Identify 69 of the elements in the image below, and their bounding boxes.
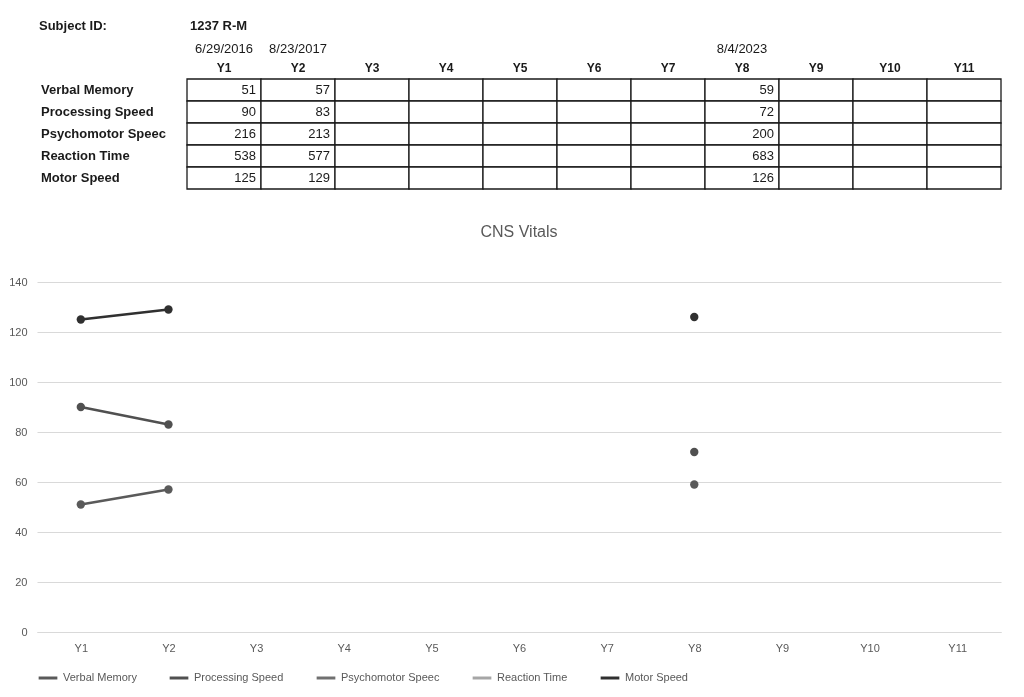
- point: [76, 500, 85, 509]
- point: [690, 480, 699, 489]
- y-tick-label: Verbal Memory: [41, 82, 135, 97]
- x-tick-label: Y7: [660, 61, 676, 75]
- y-tick-label: 120: [9, 325, 28, 338]
- y-tick-label: 100: [9, 375, 28, 388]
- x-tick-label: Y3: [364, 61, 380, 75]
- point: [164, 485, 173, 494]
- point: [164, 420, 173, 429]
- x-tick-label: Y2: [290, 61, 306, 75]
- legend-label: Psychomotor Speec: [341, 671, 440, 683]
- data-label: 216: [234, 126, 256, 141]
- data-label: 125: [234, 170, 256, 185]
- x-tick-label: Y8: [734, 61, 750, 75]
- text: 8/23/2017: [269, 41, 327, 56]
- data-label: 90: [241, 104, 256, 119]
- x-tick-label: Y1: [74, 641, 89, 654]
- x-tick-label: Y4: [438, 61, 454, 75]
- y-tick-label: 40: [15, 525, 28, 538]
- data-label: 59: [759, 82, 774, 97]
- chart-title: CNS Vitals: [480, 223, 558, 240]
- x-tick-label: Y11: [948, 641, 968, 654]
- y-tick-label: 60: [15, 475, 28, 488]
- data-label: 200: [752, 126, 774, 141]
- y-tick-label: Reaction Time: [41, 148, 130, 163]
- legend-label: Motor Speed: [625, 671, 688, 683]
- text: 1237 R-M: [190, 18, 248, 33]
- data-label: 538: [234, 148, 256, 163]
- x-tick-label: Y10: [879, 61, 901, 75]
- text: 6/29/2016: [195, 41, 253, 56]
- data-label: 683: [752, 148, 774, 163]
- x-tick-label: Y10: [860, 641, 880, 654]
- text: Subject ID:: [39, 18, 107, 33]
- point: [690, 312, 699, 322]
- point: [164, 305, 173, 314]
- point: [690, 447, 699, 457]
- x-tick-label: Y6: [512, 641, 527, 654]
- legend-label: Processing Speed: [194, 671, 284, 683]
- data-label: 57: [315, 82, 330, 97]
- data-label: 83: [315, 104, 330, 119]
- x-tick-label: Y7: [600, 641, 614, 654]
- x-tick-label: Y5: [512, 61, 528, 75]
- data-label: 213: [308, 126, 330, 141]
- x-tick-label: Y9: [775, 641, 790, 654]
- x-tick-label: Y5: [425, 641, 439, 654]
- data-label: 72: [759, 104, 774, 119]
- y-tick-label: Processing Speed: [41, 104, 154, 119]
- y-tick-label: 0: [21, 625, 28, 638]
- y-tick-label: 80: [15, 425, 28, 438]
- data-label: 577: [308, 148, 330, 163]
- x-tick-label: Y11: [953, 61, 975, 75]
- x-tick-label: Y6: [586, 61, 602, 75]
- point: [76, 402, 85, 412]
- y-tick-label: Motor Speed: [41, 170, 120, 185]
- y-tick-label: Psychomotor Speec: [41, 126, 166, 141]
- data-label: 126: [752, 170, 774, 185]
- data-label: 51: [241, 82, 256, 97]
- x-tick-label: Y4: [337, 641, 351, 654]
- y-tick-label: 140: [9, 275, 28, 288]
- y-tick-label: 20: [15, 575, 28, 588]
- x-tick-label: Y2: [162, 641, 176, 654]
- x-tick-label: Y8: [688, 641, 702, 654]
- x-tick-label: Y9: [808, 61, 824, 75]
- x-tick-label: Y1: [216, 61, 232, 75]
- data-label: 129: [308, 170, 330, 185]
- text: 8/4/2023: [716, 41, 768, 56]
- x-tick-label: Y3: [249, 641, 264, 654]
- point: [76, 315, 85, 324]
- legend-label: Reaction Time: [497, 671, 568, 683]
